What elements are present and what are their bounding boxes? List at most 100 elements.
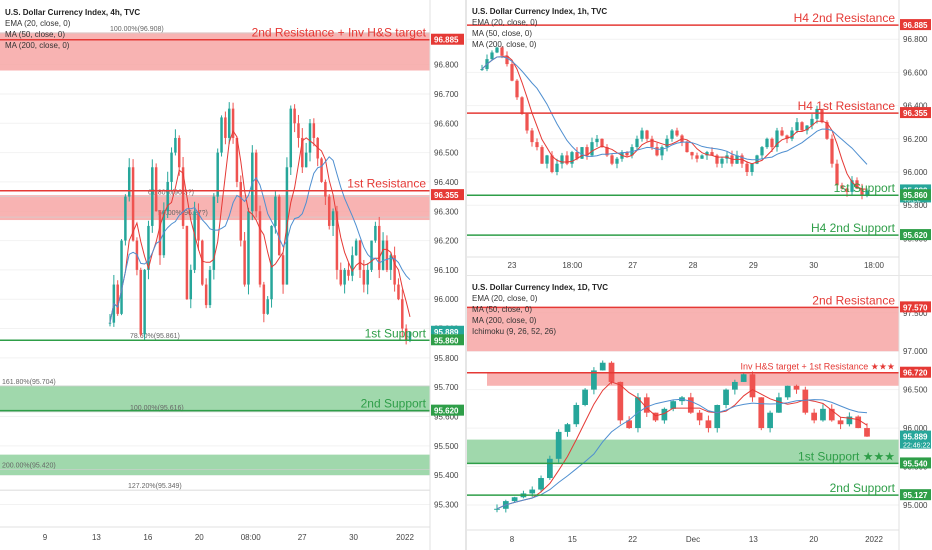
y-tick-label: 96.000 — [434, 295, 459, 304]
y-tick-label: 96.400 — [903, 102, 928, 111]
x-tick-label: 08:00 — [241, 533, 262, 542]
candle-body — [235, 137, 239, 182]
x-tick-label: 18:00 — [562, 261, 583, 270]
candle-body — [289, 108, 293, 168]
candle-body — [339, 269, 343, 285]
candle-body — [243, 240, 246, 285]
candle-body — [535, 142, 539, 148]
candle-body — [201, 240, 204, 285]
candle-body — [181, 167, 185, 226]
y-tick-label: 96.700 — [434, 90, 459, 99]
candle-body — [591, 370, 597, 390]
candle-body — [864, 428, 870, 437]
candle-body — [855, 180, 859, 189]
price-tag — [900, 19, 931, 31]
y-tick-label: 95.300 — [434, 500, 459, 509]
legend-entry: MA (50, close, 0) — [472, 29, 532, 38]
candle-body — [720, 158, 724, 164]
candle-body — [696, 412, 703, 421]
candle-body — [254, 152, 258, 212]
chart-1d-svg[interactable]: 2nd Resistance Inv H&S target + 1st Resis… — [467, 276, 932, 550]
fib-label: 200.00%(95.420) — [2, 462, 56, 469]
candle-body — [767, 412, 773, 429]
candle-body — [780, 130, 784, 136]
candle-body — [220, 117, 223, 153]
candle-body — [124, 196, 127, 241]
candle-body — [270, 225, 273, 300]
y-tick-label: 96.600 — [434, 119, 459, 128]
support-zone — [0, 385, 430, 413]
price-tag — [431, 33, 464, 45]
candle-body — [835, 163, 839, 186]
resistance-level-label: H4 1st Resistance — [798, 99, 896, 113]
resistance-level-label: Inv H&S target + 1st Resistance ★★★ — [740, 362, 895, 372]
candle-body — [570, 152, 574, 164]
candle-body — [705, 152, 709, 156]
candle-body — [370, 240, 373, 270]
candle-body — [343, 269, 346, 285]
price-tag-label: 96.355 — [434, 191, 459, 200]
chart-1h-svg[interactable]: H4 2nd Resistance H4 1st Resistance 1st Su… — [467, 0, 932, 275]
price-tag-label: 96.355 — [903, 109, 928, 118]
x-tick-label: 30 — [349, 533, 358, 542]
price-tag-countdown: 22:46:22 — [903, 443, 930, 450]
y-tick-label: 96.400 — [434, 178, 459, 187]
candle-body — [670, 401, 677, 409]
candle-body — [550, 155, 554, 172]
candle-body — [590, 142, 594, 156]
fib-label: 100.00%(95.616) — [130, 405, 184, 412]
chart-4h-svg[interactable]: 100.00%(96.908)61.80%(96.3?)50.00%(96.27… — [0, 0, 465, 550]
candle-body — [131, 167, 135, 241]
candle-body — [147, 225, 150, 270]
candle-body — [845, 188, 849, 192]
y-tick-label: 95.600 — [434, 413, 459, 422]
chart-panel-1d[interactable]: 2nd Resistance Inv H&S target + 1st Resis… — [467, 276, 932, 550]
support-level-label: 2nd Support — [830, 481, 896, 495]
candle-body — [865, 190, 869, 196]
candle-body — [116, 284, 119, 314]
y-tick-label: 95.700 — [434, 383, 459, 392]
fib-label: 61.80%(96.3?) — [148, 190, 194, 197]
x-tick-label: 18:00 — [864, 261, 885, 270]
candle-body — [715, 155, 719, 164]
candle-body — [580, 147, 584, 159]
candle-body — [494, 508, 500, 510]
chart-title: U.S. Dollar Currency Index, 1h, TVC — [472, 7, 607, 16]
candle-body — [820, 408, 826, 421]
candle-body — [784, 385, 791, 398]
price-tag-label: 95.889 — [434, 328, 459, 337]
candle-body — [617, 381, 624, 421]
price-tag — [431, 404, 464, 416]
candle-body — [830, 138, 834, 164]
candle-body — [810, 118, 814, 126]
candle-body — [327, 196, 331, 226]
x-tick-label: 23 — [508, 261, 517, 270]
candle-body — [538, 478, 544, 490]
legend-entry: EMA (20, close, 0) — [472, 18, 538, 27]
chart-panel-4h[interactable]: 100.00%(96.908)61.80%(96.3?)50.00%(96.27… — [0, 0, 465, 550]
price-tag-label: 95.860 — [434, 336, 459, 345]
candle-body — [652, 412, 659, 421]
candle-body — [840, 185, 844, 189]
candle-body — [695, 155, 699, 159]
candle-body — [401, 299, 404, 329]
candle-body — [565, 155, 569, 164]
price-tag — [431, 189, 464, 201]
candle-body — [490, 52, 494, 60]
chart-panel-1h[interactable]: H4 2nd Resistance H4 1st Resistance 1st Su… — [467, 0, 932, 275]
candle-body — [362, 269, 366, 285]
candle-body — [545, 155, 549, 164]
candle-body — [860, 188, 864, 196]
candle-body — [193, 211, 196, 270]
candle-body — [625, 152, 629, 156]
candle-body — [705, 420, 712, 429]
price-tag-label: 96.720 — [903, 369, 928, 378]
support-level-label: H4 2nd Support — [811, 221, 896, 235]
candle-body — [675, 130, 679, 136]
ema-line — [496, 381, 868, 510]
candle-body — [151, 167, 154, 226]
ma50-line — [481, 56, 868, 165]
resistance-level-label: 2nd Resistance — [812, 293, 895, 307]
y-tick-label: 96.200 — [903, 135, 928, 144]
y-tick-label: 95.800 — [903, 201, 928, 210]
